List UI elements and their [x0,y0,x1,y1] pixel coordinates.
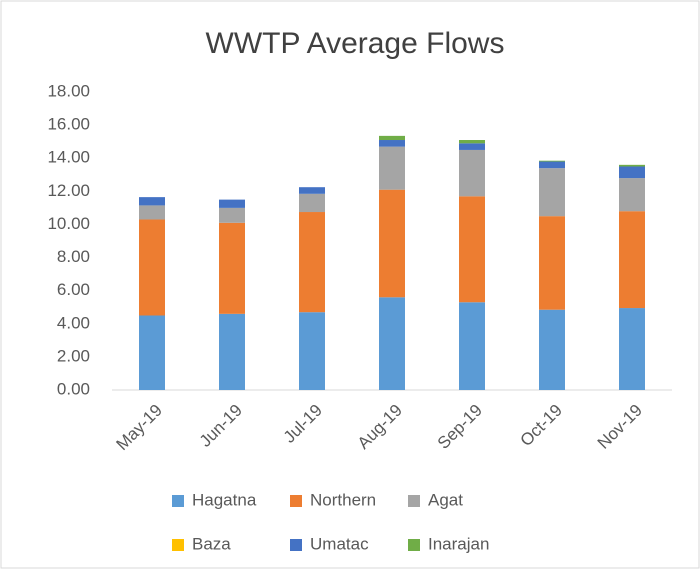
legend-swatch [408,539,420,551]
bar-segment [619,178,645,212]
legend-label: Northern [310,490,376,509]
bar-segment [539,160,565,162]
bar-segment [379,189,405,298]
bar-segment [139,315,165,390]
bar-segment [539,168,565,217]
legend-label: Agat [428,490,463,509]
bar-segment [619,211,645,309]
bar-segment [299,187,325,194]
bar-segment [299,193,325,213]
y-tick-label: 8.00 [57,247,90,266]
bar-segment [379,135,405,141]
bar-segment [459,149,485,197]
bar-segment [619,164,645,167]
legend-swatch [172,495,184,507]
y-tick-label: 16.00 [47,115,90,134]
bar-segment [139,197,165,206]
y-tick-label: 18.00 [47,81,90,100]
legend-swatch [408,495,420,507]
bar-segment [539,309,565,390]
y-tick-label: 2.00 [57,346,90,365]
bar-segment [459,302,485,390]
legend-swatch [290,495,302,507]
legend-swatch [290,539,302,551]
bar-segment [379,297,405,390]
y-tick-label: 6.00 [57,280,90,299]
legend-label: Baza [192,534,231,553]
legend-label: Umatac [310,534,369,553]
bar-segment [299,312,325,390]
chart-title: WWTP Average Flows [206,27,505,60]
y-tick-label: 0.00 [57,379,90,398]
bar-segment [379,140,405,147]
bar-segment [219,222,245,314]
bar-segment [139,219,165,316]
bar-segment [219,313,245,390]
bar-segment [219,199,245,208]
bar-segment [619,308,645,390]
bar-segment [539,216,565,310]
y-tick-label: 10.00 [47,214,90,233]
legend-label: Hagatna [192,490,257,509]
bar-segment [459,140,485,144]
bar-segment [539,161,565,169]
bar-segment [619,166,645,179]
y-tick-label: 14.00 [47,148,90,167]
bar-segment [459,196,485,303]
bar-segment [299,212,325,313]
y-tick-label: 4.00 [57,313,90,332]
legend-label: Inarajan [428,534,489,553]
bar-segment [139,205,165,220]
bar-segment [219,207,245,223]
y-tick-label: 12.00 [47,181,90,200]
legend-swatch [172,539,184,551]
bar-segment [379,146,405,190]
bar-segment [459,143,485,150]
